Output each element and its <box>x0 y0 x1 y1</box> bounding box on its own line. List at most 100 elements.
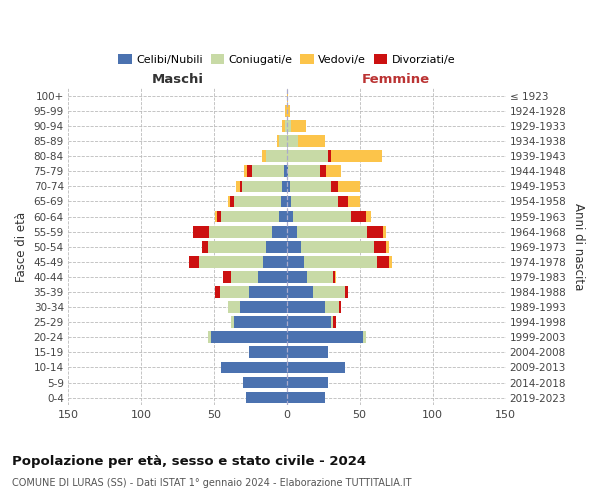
Bar <box>246 392 287 404</box>
Bar <box>307 271 334 283</box>
Bar <box>257 271 287 283</box>
Bar <box>386 241 389 252</box>
Bar <box>338 196 348 207</box>
Bar <box>287 346 328 358</box>
Text: Femmine: Femmine <box>362 73 430 86</box>
Bar <box>351 210 365 222</box>
Bar <box>202 241 208 252</box>
Bar <box>240 180 242 192</box>
Bar <box>287 105 290 117</box>
Bar <box>297 226 367 237</box>
Text: Popolazione per età, sesso e stato civile - 2024: Popolazione per età, sesso e stato civil… <box>12 455 366 468</box>
Bar <box>331 316 334 328</box>
Bar <box>211 332 287 343</box>
Bar <box>277 136 280 147</box>
Bar <box>287 196 291 207</box>
Bar <box>243 376 287 388</box>
Bar <box>339 301 341 313</box>
Bar <box>287 166 288 177</box>
Bar <box>232 316 234 328</box>
Bar <box>287 376 328 388</box>
Bar <box>236 180 240 192</box>
Bar <box>287 180 290 192</box>
Bar <box>287 226 297 237</box>
Bar <box>334 271 335 283</box>
Bar <box>217 210 221 222</box>
Bar <box>287 210 293 222</box>
Bar <box>221 210 280 222</box>
Bar <box>287 332 362 343</box>
Bar <box>325 301 339 313</box>
Bar <box>287 90 288 102</box>
Bar <box>287 241 301 252</box>
Bar <box>247 166 252 177</box>
Bar <box>244 166 247 177</box>
Bar <box>240 301 287 313</box>
Bar <box>287 271 307 283</box>
Bar <box>291 196 338 207</box>
Bar <box>229 196 230 207</box>
Bar <box>288 166 320 177</box>
Bar <box>287 256 304 268</box>
Bar <box>229 301 240 313</box>
Bar <box>335 271 337 283</box>
Bar <box>328 150 331 162</box>
Bar <box>199 256 263 268</box>
Bar <box>209 226 272 237</box>
Bar <box>345 286 348 298</box>
Bar <box>252 166 284 177</box>
Bar <box>287 286 313 298</box>
Legend: Celibi/Nubili, Coniugati/e, Vedovi/e, Divorziati/e: Celibi/Nubili, Coniugati/e, Vedovi/e, Di… <box>114 50 460 69</box>
Bar <box>290 180 331 192</box>
Bar <box>281 196 287 207</box>
Bar <box>280 136 287 147</box>
Bar <box>287 392 325 404</box>
Bar <box>338 180 359 192</box>
Bar <box>215 210 217 222</box>
Bar <box>234 316 287 328</box>
Bar <box>266 150 287 162</box>
Y-axis label: Anni di nascita: Anni di nascita <box>572 203 585 290</box>
Bar <box>189 256 199 268</box>
Bar <box>331 150 382 162</box>
Bar <box>263 256 287 268</box>
Bar <box>291 120 306 132</box>
Bar <box>287 362 345 374</box>
Bar <box>249 346 287 358</box>
Bar <box>223 271 232 283</box>
Bar <box>280 210 287 222</box>
Bar <box>301 241 374 252</box>
Bar <box>230 196 234 207</box>
Bar <box>262 150 266 162</box>
Bar <box>232 271 257 283</box>
Bar <box>285 120 287 132</box>
Bar <box>377 256 389 268</box>
Bar <box>272 226 287 237</box>
Bar <box>284 166 287 177</box>
Bar <box>304 256 377 268</box>
Bar <box>285 105 287 117</box>
Bar <box>331 180 338 192</box>
Bar <box>389 256 392 268</box>
Bar <box>220 286 249 298</box>
Bar <box>293 210 351 222</box>
Bar <box>208 241 266 252</box>
Bar <box>362 332 365 343</box>
Bar <box>374 241 386 252</box>
Bar <box>367 226 383 237</box>
Bar <box>215 286 220 298</box>
Y-axis label: Fasce di età: Fasce di età <box>15 212 28 282</box>
Bar <box>234 196 281 207</box>
Bar <box>242 180 283 192</box>
Bar <box>348 196 359 207</box>
Bar <box>249 286 287 298</box>
Bar <box>320 166 326 177</box>
Bar <box>283 180 287 192</box>
Bar <box>287 136 298 147</box>
Bar <box>283 120 285 132</box>
Text: Maschi: Maschi <box>151 73 203 86</box>
Bar <box>287 301 325 313</box>
Bar <box>313 286 345 298</box>
Bar <box>208 332 211 343</box>
Bar <box>287 120 291 132</box>
